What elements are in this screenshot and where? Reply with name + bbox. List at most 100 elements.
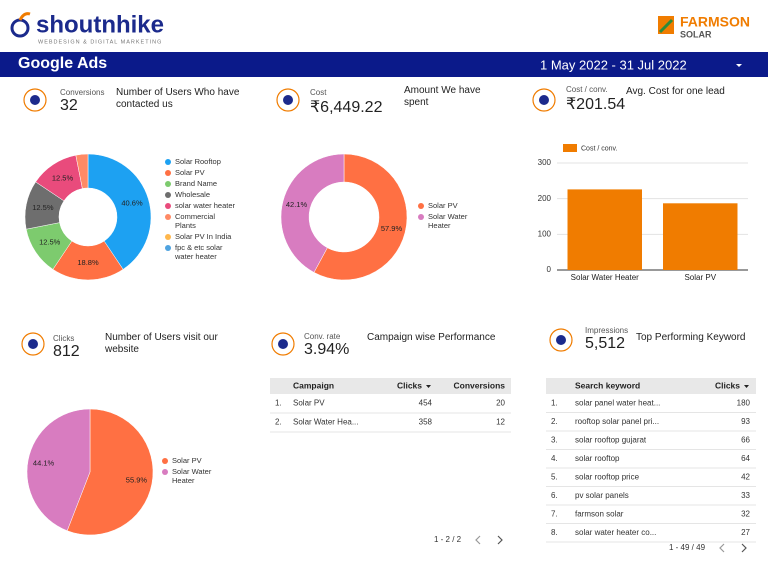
legend-label: Cost / conv. <box>581 145 617 152</box>
pagination: 1 - 2 / 2 <box>434 535 462 544</box>
logo-text: shoutnhike <box>36 11 164 38</box>
legend-swatch <box>165 180 171 187</box>
legend-label: Solar Water Heater <box>172 467 212 485</box>
kpi-value: 812 <box>53 343 80 360</box>
brand-icon <box>658 18 674 34</box>
legend-item: Solar PV <box>165 168 237 177</box>
date-dropdown[interactable] <box>736 64 742 67</box>
legend-swatch <box>165 169 171 176</box>
table-cell: Solar Water Hea... <box>293 418 359 427</box>
column-header: Clicks <box>397 380 422 390</box>
table-cell: 5. <box>551 472 558 481</box>
page-next[interactable] <box>741 543 747 553</box>
table-cell: 42 <box>741 472 750 481</box>
table-cell: 7. <box>551 509 558 518</box>
legend-swatch <box>418 202 424 209</box>
legend-swatch <box>165 191 171 198</box>
kpi-label: Conversions <box>60 88 105 97</box>
table-cell: 358 <box>419 418 433 427</box>
header-band <box>0 0 768 50</box>
y-tick-label: 200 <box>538 194 552 203</box>
table-cell: 27 <box>741 528 750 537</box>
kpi-icon <box>30 95 40 105</box>
sort-arrow[interactable] <box>744 385 749 388</box>
table-cell: 8. <box>551 528 558 537</box>
table-cell: 2. <box>551 417 558 426</box>
table-cell: 1. <box>551 398 558 407</box>
kpi-value: ₹6,449.22 <box>310 99 383 116</box>
table-cell: pv solar panels <box>575 491 629 500</box>
table-cell: farmson solar <box>575 509 624 518</box>
kpi-label: Cost / conv. <box>566 85 608 94</box>
legend: Solar PV Solar Water Heater <box>162 456 222 485</box>
table-cell: Solar PV <box>293 399 325 408</box>
legend-label: Commercial Plants <box>175 212 216 230</box>
legend-item: fpc & etc solar water heater <box>165 243 237 261</box>
date-range[interactable]: 1 May 2022 - 31 Jul 2022 <box>540 57 687 72</box>
column-header: Search keyword <box>575 380 640 390</box>
table-header <box>270 378 511 394</box>
sort-arrow[interactable] <box>426 385 431 388</box>
kpi-caption: Number of Users visit our website <box>105 332 218 355</box>
legend-label: Solar PV <box>175 168 205 177</box>
table-cell: solar rooftop gujarat <box>575 435 647 444</box>
legend-swatch <box>165 202 171 209</box>
column-header: Clicks <box>715 380 740 390</box>
table-cell: solar panel water heat... <box>575 398 660 407</box>
table-cell: 93 <box>741 417 750 426</box>
legend-item: Brand Name <box>165 179 237 188</box>
kpi-icon <box>283 95 293 105</box>
kpi-icon <box>556 335 566 345</box>
table-cell: 32 <box>741 509 750 518</box>
legend-label: Solar PV <box>172 456 202 465</box>
slice-label: 18.8% <box>77 258 99 267</box>
kpi-label: Conv. rate <box>304 332 341 341</box>
kpi-label: Cost <box>310 88 327 97</box>
legend-item: Wholesale <box>165 190 237 199</box>
y-tick-label: 300 <box>538 158 552 167</box>
column-header: Conversions <box>454 380 506 390</box>
kpi-icon <box>278 339 288 349</box>
slice-label: 57.9% <box>381 224 403 233</box>
kpi-caption: Number of Users Who have contacted us <box>116 87 240 110</box>
table-cell: solar rooftop <box>575 454 620 463</box>
page-prev[interactable] <box>719 543 725 553</box>
kpi-value: ₹201.54 <box>566 96 626 113</box>
title-bar <box>0 52 768 77</box>
brand-sub: SOLAR <box>680 29 712 39</box>
slice <box>280 153 345 273</box>
slice <box>313 153 408 281</box>
column-header: Campaign <box>293 380 334 390</box>
table-cell: 1. <box>275 399 282 408</box>
legend-swatch <box>165 158 171 165</box>
logo-tagline: WEBDESIGN & DIGITAL MARKETING <box>38 39 162 45</box>
legend-label: Wholesale <box>175 190 211 199</box>
legend-item: Solar Water Heater <box>418 212 478 230</box>
legend: Solar Rooftop Solar PV Brand Name Wholesale… <box>165 157 237 261</box>
table-cell: 454 <box>419 399 433 408</box>
legend: Solar PV Solar Water Heater <box>418 201 478 230</box>
table-cell: 66 <box>741 435 750 444</box>
table-cell: 2. <box>275 418 282 427</box>
kpi-value: 32 <box>60 97 78 114</box>
slice-label: 12.5% <box>32 203 54 212</box>
slice-label: 12.5% <box>52 174 74 183</box>
table-cell: solar water heater co... <box>575 528 656 537</box>
legend-label: Solar Rooftop <box>175 157 221 166</box>
legend-item: solar water heater <box>165 201 237 210</box>
legend-item: Commercial Plants <box>165 212 237 230</box>
legend-label: Solar PV <box>428 201 458 210</box>
logo-icon <box>18 12 31 21</box>
legend-swatch <box>162 457 168 464</box>
table-cell: 12 <box>496 418 505 427</box>
legend-item: Solar Water Heater <box>162 467 222 485</box>
legend-swatch <box>165 244 171 251</box>
page-next[interactable] <box>497 535 503 545</box>
legend-swatch <box>165 233 171 240</box>
slice <box>87 153 152 270</box>
page-prev[interactable] <box>475 535 481 545</box>
legend-item: Solar PV <box>418 201 478 210</box>
slice-label: 44.1% <box>33 458 55 467</box>
